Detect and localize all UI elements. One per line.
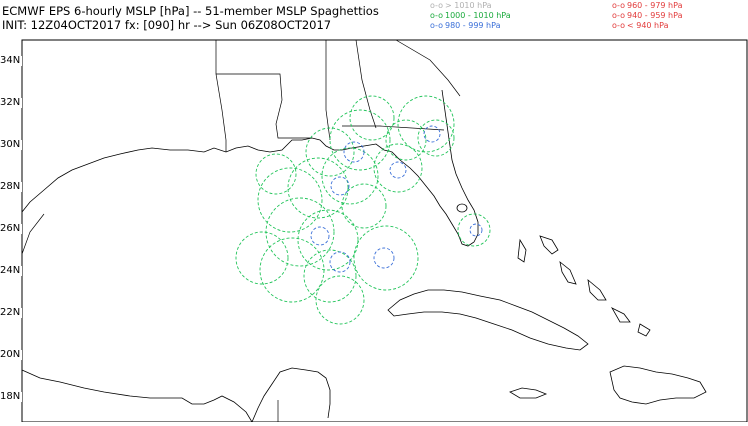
member-circle [353, 225, 419, 291]
legend-right: o-o 960 - 979 hPa o-o 940 - 959 hPa o-o < 9… [612, 1, 682, 31]
member-circle [373, 143, 423, 193]
cuba-coast [387, 289, 589, 351]
legend-item-980-999: o-o 980 - 999 hPa [430, 21, 511, 31]
legend-item-940-959: o-o 940 - 959 hPa [612, 11, 682, 21]
us-gulf-coast [21, 89, 479, 247]
lat-label-34n: 34N [0, 55, 23, 66]
member-circle [330, 176, 350, 196]
member-circle [329, 109, 391, 171]
coastlines [21, 89, 707, 423]
louisiana-north-border [216, 73, 312, 139]
member-circle [235, 231, 289, 285]
state-borders [21, 39, 461, 422]
lat-label-18n: 18N [0, 391, 23, 402]
bahamas-6 [637, 323, 651, 337]
legend-symbol: o-o [612, 21, 625, 30]
member-circle [469, 223, 483, 237]
legend-symbol: o-o [430, 1, 443, 10]
member-circle [343, 141, 365, 163]
alabama-georgia-border [355, 39, 377, 129]
lat-label-32n: 32N [0, 97, 23, 108]
member-circle [265, 197, 335, 267]
legend-symbol: o-o [430, 21, 443, 30]
lat-label-28n: 28N [0, 181, 23, 192]
map-frame [21, 39, 748, 423]
legend-left: o-o > 1010 hPa o-o 1000 - 1010 hPa o-o 980 … [430, 1, 511, 31]
legend-symbol: o-o [430, 11, 443, 20]
member-circle [341, 183, 387, 229]
mexico-coast [21, 369, 253, 423]
hispaniola-coast [609, 365, 707, 405]
bahamas-1 [517, 238, 527, 263]
map-title: ECMWF EPS 6-hourly MSLP [hPa] -- 51-memb… [2, 4, 379, 32]
bahamas-2 [539, 235, 559, 255]
member-circle [255, 153, 297, 195]
legend-label: 980 - 999 hPa [444, 21, 501, 30]
legend-label: < 940 hPa [626, 21, 669, 30]
legend-label: > 1010 hPa [444, 1, 492, 10]
member-circle [297, 209, 359, 271]
legend-symbol: o-o [612, 11, 625, 20]
member-circle [385, 119, 427, 161]
member-circle [315, 275, 365, 325]
ensemble-tracks-green [235, 95, 491, 325]
title-line-1: ECMWF EPS 6-hourly MSLP [hPa] -- 51-memb… [2, 4, 379, 18]
lat-label-20n: 20N [0, 349, 23, 360]
mississippi-alabama-border [325, 40, 331, 141]
member-circle [349, 95, 395, 141]
member-circle [417, 119, 455, 157]
legend-item-960-979: o-o 960 - 979 hPa [612, 1, 682, 11]
member-circle [397, 95, 455, 153]
mexico-border [21, 213, 45, 255]
member-circle [257, 167, 323, 233]
member-circle [329, 251, 351, 273]
member-circle [389, 161, 407, 179]
lat-label-24n: 24N [0, 265, 23, 276]
bahamas-5 [610, 307, 631, 323]
bahamas-3 [559, 261, 577, 285]
yucatan-coast [251, 367, 331, 423]
lake-okeechobee [456, 203, 468, 213]
title-line-2: INIT: 12Z04OCT2017 fx: [090] hr --> Sun … [2, 18, 332, 32]
member-circle [310, 226, 330, 246]
member-circle [305, 127, 355, 177]
ensemble-tracks-blue [310, 125, 483, 273]
legend-item-lt-940: o-o < 940 hPa [612, 21, 682, 31]
lat-label-26n: 26N [0, 223, 23, 234]
legend-item-gt-1010: o-o > 1010 hPa [430, 1, 511, 11]
lat-label-22n: 22N [0, 307, 23, 318]
lat-label-30n: 30N [0, 139, 23, 150]
jamaica-coast [509, 387, 548, 399]
member-circle [287, 157, 349, 219]
georgia-sc-border [395, 39, 461, 97]
legend-label: 940 - 959 hPa [626, 11, 683, 20]
member-circle [373, 247, 395, 269]
map-canvas [21, 39, 748, 423]
bahamas-4 [587, 279, 607, 301]
member-circle [457, 213, 491, 247]
map-panel: 34N 32N 30N 28N 26N 24N 22N 20N 18N [0, 39, 748, 423]
legend-label: 960 - 979 hPa [626, 1, 683, 10]
member-circle [423, 125, 441, 143]
member-circle [303, 249, 357, 303]
texas-louisiana-border [215, 40, 227, 152]
legend-label: 1000 - 1010 hPa [444, 11, 511, 20]
member-circle [321, 147, 379, 205]
florida-north-border [342, 125, 445, 131]
legend-symbol: o-o [612, 1, 625, 10]
member-circle [259, 237, 325, 303]
legend-item-1000-1010: o-o 1000 - 1010 hPa [430, 11, 511, 21]
